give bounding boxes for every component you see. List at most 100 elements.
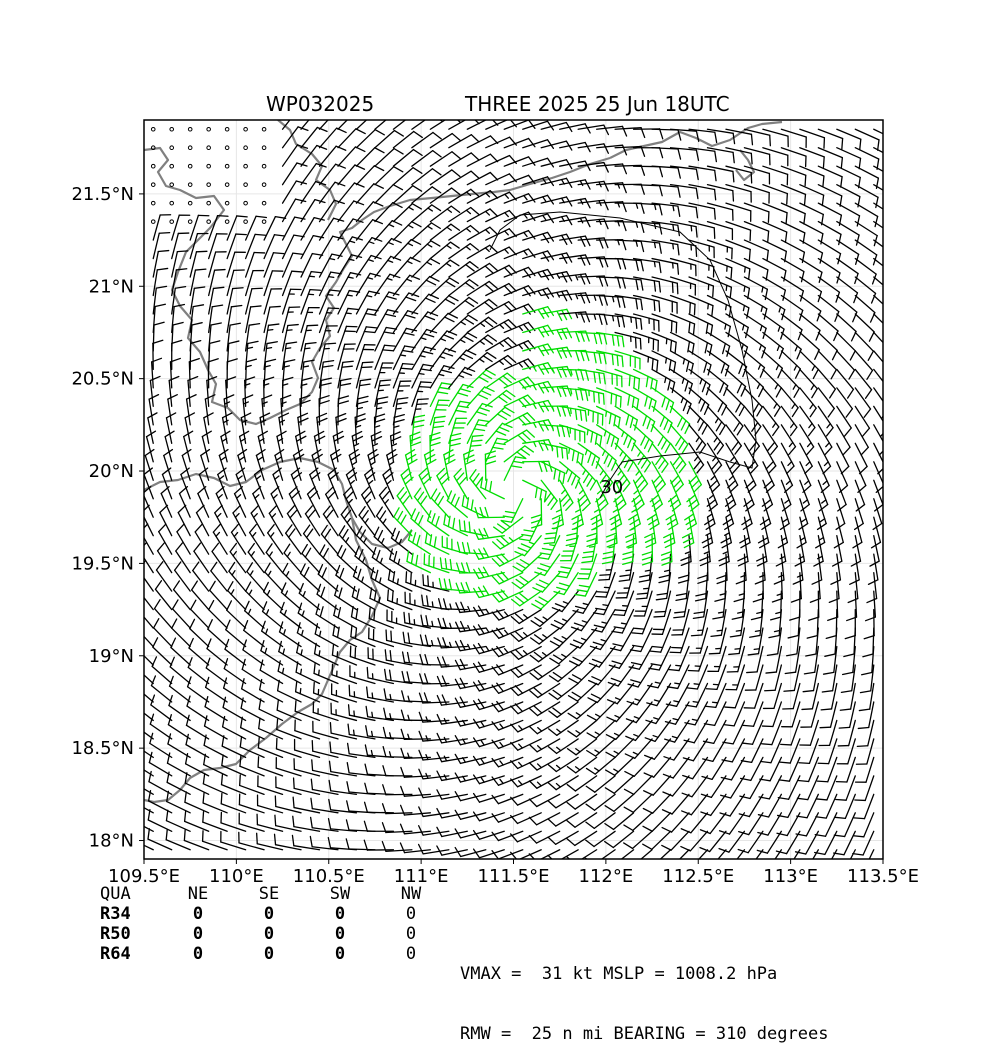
wind-barb bbox=[780, 739, 800, 763]
wind-barb bbox=[474, 849, 505, 858]
wind-barb bbox=[430, 206, 459, 221]
wind-barb bbox=[332, 684, 357, 702]
wind-barb bbox=[763, 425, 777, 455]
wind-barb bbox=[312, 741, 338, 758]
wind-barb bbox=[474, 662, 505, 672]
wind-barb bbox=[246, 234, 266, 258]
wind-barb bbox=[557, 554, 579, 577]
wind-barb bbox=[819, 720, 837, 745]
y-axis-ticks: 18°N18.5°N19°N19.5°N20°N20.5°N21°N21.5°N bbox=[71, 184, 144, 852]
wind-barb bbox=[375, 345, 395, 369]
wind-barb bbox=[874, 480, 883, 511]
wind-barb bbox=[412, 132, 441, 147]
wind-barb bbox=[492, 739, 523, 748]
wind-barb bbox=[356, 148, 384, 166]
wind-barb bbox=[430, 242, 459, 258]
wind-barb bbox=[155, 581, 171, 610]
wind-barb bbox=[474, 606, 505, 616]
wind-barb bbox=[474, 681, 505, 691]
wind-barb bbox=[578, 181, 608, 191]
wind-radii-row-r50: R50 0 0 0 0 bbox=[100, 924, 446, 944]
wind-barb bbox=[162, 468, 171, 499]
wind-barb bbox=[328, 838, 356, 850]
wind-barb bbox=[204, 754, 227, 776]
wind-barb bbox=[368, 450, 378, 481]
wind-barb bbox=[855, 314, 874, 341]
wind-barb bbox=[312, 760, 338, 776]
wind-barb bbox=[800, 129, 825, 148]
wind-barb bbox=[855, 480, 864, 511]
y-tick-label: 21°N bbox=[89, 276, 134, 297]
wind-barb bbox=[771, 591, 782, 620]
wind-radii-row-r64: R64 0 0 0 0 bbox=[100, 944, 446, 964]
wind-barb bbox=[560, 443, 583, 465]
wind-barb bbox=[359, 507, 375, 536]
wind-barb bbox=[320, 146, 346, 166]
wind-barb bbox=[855, 406, 869, 436]
wind-barb bbox=[301, 290, 320, 314]
wind-barb bbox=[153, 638, 172, 665]
calm-marker bbox=[170, 183, 174, 187]
calm-marker bbox=[170, 164, 174, 168]
row-value: 0 bbox=[304, 904, 376, 924]
wind-barb bbox=[283, 360, 295, 388]
wind-barb bbox=[326, 487, 338, 517]
wind-barb bbox=[797, 794, 819, 817]
wind-barb bbox=[707, 388, 726, 415]
wind-barb bbox=[837, 388, 853, 417]
wind-barb bbox=[375, 131, 403, 148]
wind-barb bbox=[211, 562, 227, 591]
wind-barb bbox=[568, 683, 596, 701]
wind-barb bbox=[744, 351, 764, 377]
wind-barb bbox=[781, 443, 794, 473]
wind-barb bbox=[634, 203, 662, 215]
wind-barb bbox=[181, 468, 190, 499]
calm-marker bbox=[225, 220, 229, 224]
header-sw: SW bbox=[304, 884, 376, 904]
wind-barb bbox=[357, 526, 375, 554]
wind-barb bbox=[264, 253, 284, 277]
wind-barb bbox=[689, 462, 701, 492]
wind-barb bbox=[800, 166, 824, 186]
wind-barb bbox=[530, 702, 560, 716]
wind-barb bbox=[337, 546, 356, 573]
wind-barb bbox=[314, 431, 324, 461]
wind-barb bbox=[164, 450, 173, 481]
wind-barb bbox=[853, 813, 873, 837]
wind-barb bbox=[430, 115, 460, 129]
wind-barb bbox=[837, 406, 851, 436]
wind-barb bbox=[630, 628, 652, 651]
wind-barb bbox=[589, 665, 615, 685]
wind-barb bbox=[662, 794, 689, 814]
calm-marker bbox=[207, 183, 211, 187]
wind-barb bbox=[523, 480, 546, 502]
calm-marker bbox=[207, 146, 211, 150]
row-value: 0 bbox=[304, 924, 376, 944]
wind-barb bbox=[294, 778, 320, 794]
wind-barb bbox=[430, 260, 459, 277]
wind-barb bbox=[230, 543, 245, 572]
wind-barb bbox=[486, 302, 516, 314]
wind-barb bbox=[689, 388, 709, 414]
wind-barb bbox=[412, 259, 440, 277]
wind-barb bbox=[467, 335, 496, 351]
wind-barb bbox=[158, 543, 172, 573]
wind-barb bbox=[437, 790, 467, 799]
wind-barb bbox=[383, 785, 412, 795]
wind-barb bbox=[504, 430, 534, 443]
wind-barb bbox=[253, 487, 264, 517]
wind-barb bbox=[153, 304, 165, 332]
wind-barb bbox=[284, 544, 301, 573]
wind-barb bbox=[258, 776, 283, 794]
wind-barb bbox=[857, 720, 873, 746]
wind-barb bbox=[195, 524, 208, 554]
wind-barb bbox=[456, 641, 486, 651]
wind-barb bbox=[560, 236, 590, 246]
wind-barb bbox=[800, 443, 812, 473]
wind-barb bbox=[567, 757, 596, 772]
wind-barb bbox=[283, 564, 301, 592]
wind-barb bbox=[671, 406, 690, 433]
x-tick-label: 111.5°E bbox=[478, 866, 550, 887]
wind-barb bbox=[763, 406, 779, 435]
calm-marker bbox=[225, 146, 229, 150]
